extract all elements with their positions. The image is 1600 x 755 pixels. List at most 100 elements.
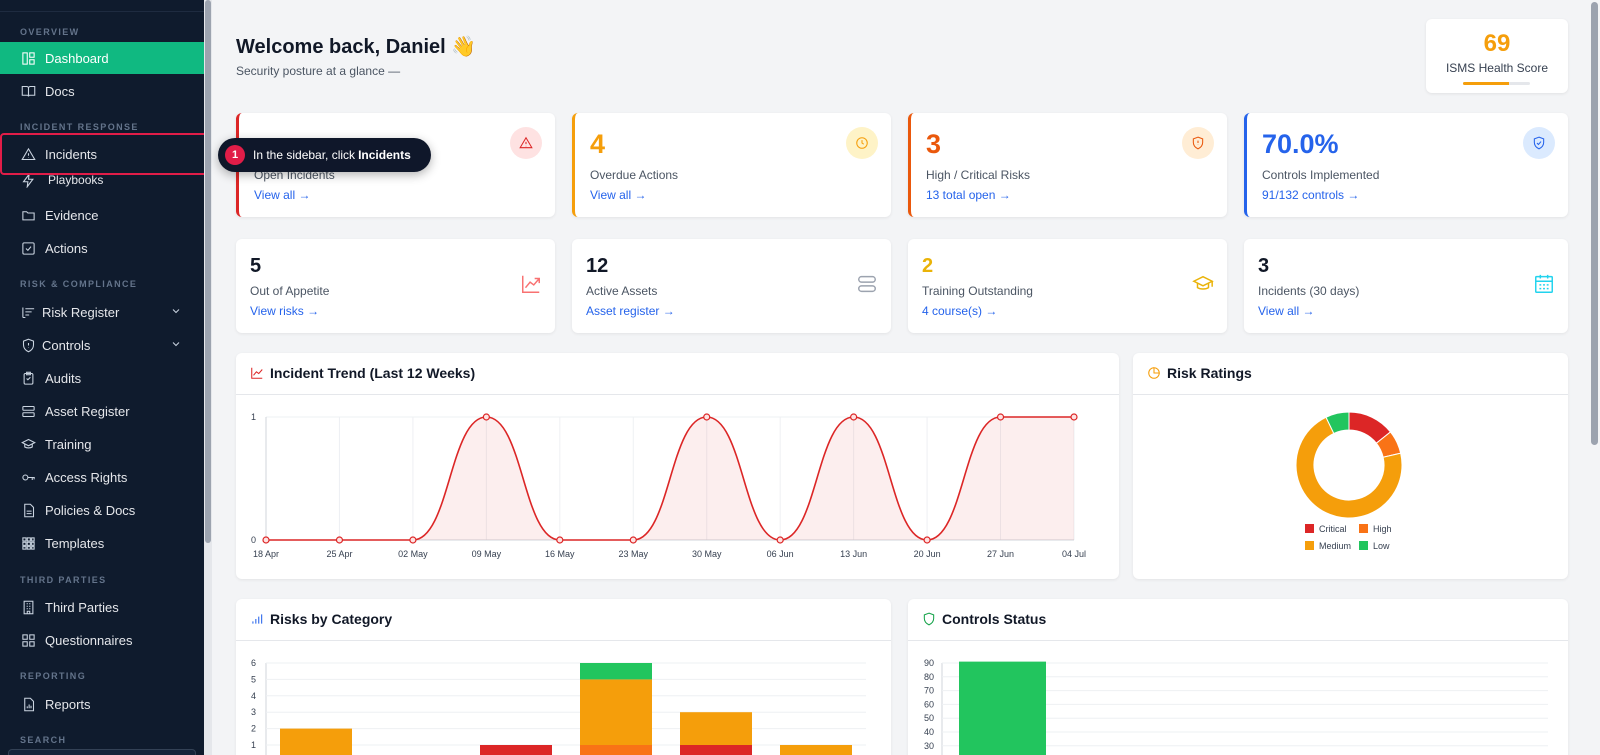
key-icon — [20, 469, 36, 485]
sidebar-item-access-rights[interactable]: Access Rights — [0, 461, 204, 493]
sidebar-item-playbooks[interactable]: Playbooks — [0, 168, 204, 192]
panel-divider — [236, 394, 1119, 395]
y-tick-label: 6 — [251, 658, 256, 668]
x-tick-label: 23 May — [619, 549, 649, 559]
line-chart-icon — [251, 367, 263, 379]
sidebar-item-label: Docs — [45, 83, 75, 99]
kpi-value: 5 — [250, 255, 262, 277]
sidebar-search-input[interactable] — [8, 749, 196, 755]
kpi-out-of-appetite: 5 Out of Appetite View risks → — [236, 239, 555, 333]
bar-medium — [680, 712, 752, 745]
sidebar-item-evidence[interactable]: Evidence — [0, 199, 204, 231]
x-tick-label: 18 Apr — [253, 549, 279, 559]
sidebar-item-questionnaires[interactable]: Questionnaires — [0, 624, 204, 656]
section-risk-compliance: RISK & COMPLIANCE — [20, 279, 138, 289]
kpi-label: Out of Appetite — [250, 284, 330, 298]
sidebar-item-reports[interactable]: Reports — [0, 688, 204, 720]
sidebar-item-actions[interactable]: Actions — [0, 232, 204, 264]
sidebar-item-asset-register[interactable]: Asset Register — [0, 395, 204, 427]
sidebar-item-incidents[interactable]: Incidents — [0, 138, 204, 170]
step-badge: 1 — [225, 145, 245, 165]
server-icon — [20, 403, 36, 419]
risks-by-category-panel: Risks by Category 1 2 3 4 5 6 — [236, 599, 891, 755]
kpi-training-outstanding: 2 Training Outstanding 4 course(s) → — [908, 239, 1227, 333]
sidebar-item-templates[interactable]: Templates — [0, 527, 204, 559]
bar-medium — [280, 728, 352, 755]
data-point — [482, 413, 490, 421]
sidebar-divider — [0, 11, 204, 12]
page-scrollbar[interactable] — [1588, 0, 1600, 755]
data-point — [703, 413, 711, 421]
page-scrollbar-thumb[interactable] — [1591, 2, 1598, 445]
trend-title: Incident Trend (Last 12 Weeks) — [270, 365, 476, 381]
section-incident-response: INCIDENT RESPONSE — [20, 122, 139, 132]
legend-swatch — [1359, 524, 1368, 533]
controls-link[interactable]: 91/132 controls → — [1262, 188, 1360, 202]
sidebar-item-label: Reports — [45, 696, 91, 712]
health-score-value: 69 — [1483, 30, 1511, 57]
x-tick-label: 25 Apr — [326, 549, 352, 559]
sidebar-item-audits[interactable]: Audits — [0, 362, 204, 394]
folder-icon — [20, 207, 36, 223]
file-text-icon — [20, 502, 36, 518]
kpi-value: 3 — [926, 129, 942, 159]
view-risks-link[interactable]: View risks → — [250, 304, 320, 318]
total-open-link[interactable]: 13 total open → — [926, 188, 1011, 202]
x-tick-label: 30 May — [692, 549, 722, 559]
sidebar-scrollbar[interactable] — [204, 0, 212, 755]
bar-critical — [480, 745, 552, 755]
bar-medium — [780, 745, 852, 755]
y-tick-label: 3 — [251, 707, 256, 717]
chevron-down-icon[interactable] — [170, 338, 182, 350]
calendar-icon — [1533, 273, 1555, 295]
x-tick-label: 16 May — [545, 549, 575, 559]
kpi-value: 2 — [922, 255, 934, 277]
asset-register-link[interactable]: Asset register → — [586, 304, 675, 318]
tooltip-text: In the sidebar, click — [253, 148, 356, 162]
controls-status-panel: Controls Status 30 40 50 60 70 80 90 — [908, 599, 1568, 755]
sidebar-item-docs[interactable]: Docs — [0, 75, 204, 107]
view-all-link[interactable]: View all → — [1258, 304, 1315, 318]
book-icon — [20, 83, 36, 99]
incident-trend-panel: Incident Trend (Last 12 Weeks) 0 1 18 Apr 2… — [236, 353, 1119, 579]
legend-label: Medium — [1319, 541, 1351, 551]
sidebar-item-third-parties[interactable]: Third Parties — [0, 591, 204, 623]
view-all-link[interactable]: View all → — [254, 188, 311, 202]
courses-link[interactable]: 4 course(s) → — [922, 304, 998, 318]
trending-up-icon — [520, 273, 542, 295]
bar-low — [580, 663, 652, 680]
sidebar-item-dashboard[interactable]: Dashboard — [0, 42, 204, 74]
risk-ratings-chart: Critical High Medium Low — [1295, 411, 1403, 551]
legend-label: Critical — [1319, 524, 1347, 534]
sidebar-item-controls[interactable]: Controls — [0, 329, 204, 361]
x-tick-label: 27 Jun — [987, 549, 1014, 559]
sidebar-item-policies-docs[interactable]: Policies & Docs — [0, 494, 204, 526]
kpi-label: Active Assets — [586, 284, 658, 298]
incidents-highlight — [0, 133, 209, 175]
y-tick-label: 1 — [251, 740, 256, 750]
isms-health-card: 69 ISMS Health Score — [1426, 19, 1568, 93]
check-square-icon — [20, 240, 36, 256]
sidebar-item-risk-register[interactable]: Risk Register — [0, 296, 204, 328]
kpi-label: Incidents (30 days) — [1258, 284, 1360, 298]
sidebar-item-label: Templates — [45, 535, 105, 551]
panel-divider — [236, 640, 891, 641]
view-all-link[interactable]: View all → — [590, 188, 647, 202]
alert-triangle-icon — [20, 146, 36, 162]
y-tick-label: 30 — [924, 741, 934, 751]
kpi-label: Controls Implemented — [1262, 168, 1380, 182]
panel-title: Risk Ratings — [1147, 365, 1252, 381]
list-filter-icon — [20, 304, 36, 320]
page-subtitle: Security posture at a glance — — [236, 64, 401, 78]
sidebar-item-training[interactable]: Training — [0, 428, 204, 460]
kpi-overdue-actions: 4 Overdue Actions View all → — [572, 113, 891, 217]
clipboard-icon — [20, 370, 36, 386]
legend-swatch — [1359, 541, 1368, 550]
controls-title: Controls Status — [942, 611, 1047, 627]
chevron-down-icon[interactable] — [170, 305, 182, 317]
pie-chart-icon — [1148, 367, 1160, 379]
sidebar-scrollbar-thumb[interactable] — [205, 0, 211, 543]
sidebar-item-label: Risk Register — [42, 304, 120, 320]
zap-icon — [20, 172, 36, 188]
bar-medium — [580, 679, 652, 745]
